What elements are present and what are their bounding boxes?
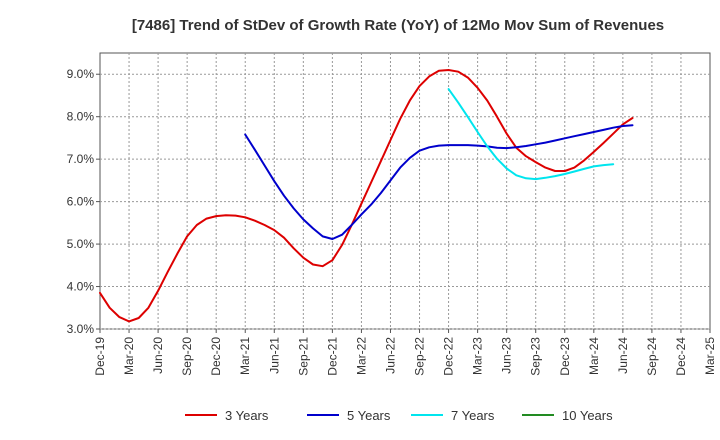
y-tick-label: 7.0% — [67, 152, 95, 166]
legend: 3 Years 5 Years 7 Years 10 Years — [185, 408, 613, 423]
legend-label-10-years: 10 Years — [562, 408, 613, 423]
x-tick-label: Mar-25 — [703, 337, 717, 375]
series-line-3-years — [99, 69, 634, 323]
legend-label-7-years: 7 Years — [451, 408, 495, 423]
grid — [100, 53, 710, 330]
x-tick-label: Dec-22 — [442, 337, 456, 376]
series-lines — [99, 69, 634, 323]
x-tick-label: Dec-21 — [325, 337, 339, 376]
x-axis: Dec-19 Mar-20 Jun-20 Sep-20 Dec-20 Mar-21 Jun-… — [93, 329, 717, 376]
x-tick-label: Sep-23 — [529, 337, 543, 376]
y-axis: 3.0% 4.0% 5.0% 6.0% 7.0% 8.0% 9.0% — [67, 67, 100, 336]
x-tick-label: Jun-23 — [500, 337, 514, 374]
x-tick-label: Sep-21 — [296, 337, 310, 376]
x-tick-label: Dec-19 — [93, 337, 107, 376]
plot-frame — [99, 52, 711, 330]
x-tick-label: Dec-20 — [209, 337, 223, 376]
x-tick-label: Mar-23 — [471, 337, 485, 375]
x-tick-label: Sep-22 — [413, 337, 427, 376]
x-tick-label: Jun-22 — [383, 337, 397, 374]
x-tick-label: Dec-24 — [674, 337, 688, 376]
y-tick-label: 6.0% — [67, 195, 95, 209]
x-tick-label: Mar-21 — [238, 337, 252, 375]
x-tick-label: Jun-24 — [616, 337, 630, 374]
chart-title: [7486] Trend of StDev of Growth Rate (Yo… — [132, 17, 664, 34]
x-tick-label: Dec-23 — [558, 337, 572, 376]
x-tick-label: Sep-20 — [180, 337, 194, 376]
x-tick-label: Jun-20 — [151, 337, 165, 374]
y-tick-label: 8.0% — [67, 110, 95, 124]
x-tick-label: Mar-22 — [354, 337, 368, 375]
x-tick-label: Mar-24 — [587, 337, 601, 375]
x-tick-label: Sep-24 — [645, 337, 659, 376]
y-tick-label: 3.0% — [67, 322, 95, 336]
series-line-5-years — [244, 124, 634, 240]
series-line-7-years — [447, 88, 615, 181]
legend-label-5-years: 5 Years — [347, 408, 391, 423]
x-tick-label: Mar-20 — [122, 337, 136, 375]
x-tick-label: Jun-21 — [267, 337, 281, 374]
legend-label-3-years: 3 Years — [225, 408, 269, 423]
y-tick-label: 9.0% — [67, 67, 95, 81]
y-tick-label: 5.0% — [67, 237, 95, 251]
y-tick-label: 4.0% — [67, 280, 95, 294]
